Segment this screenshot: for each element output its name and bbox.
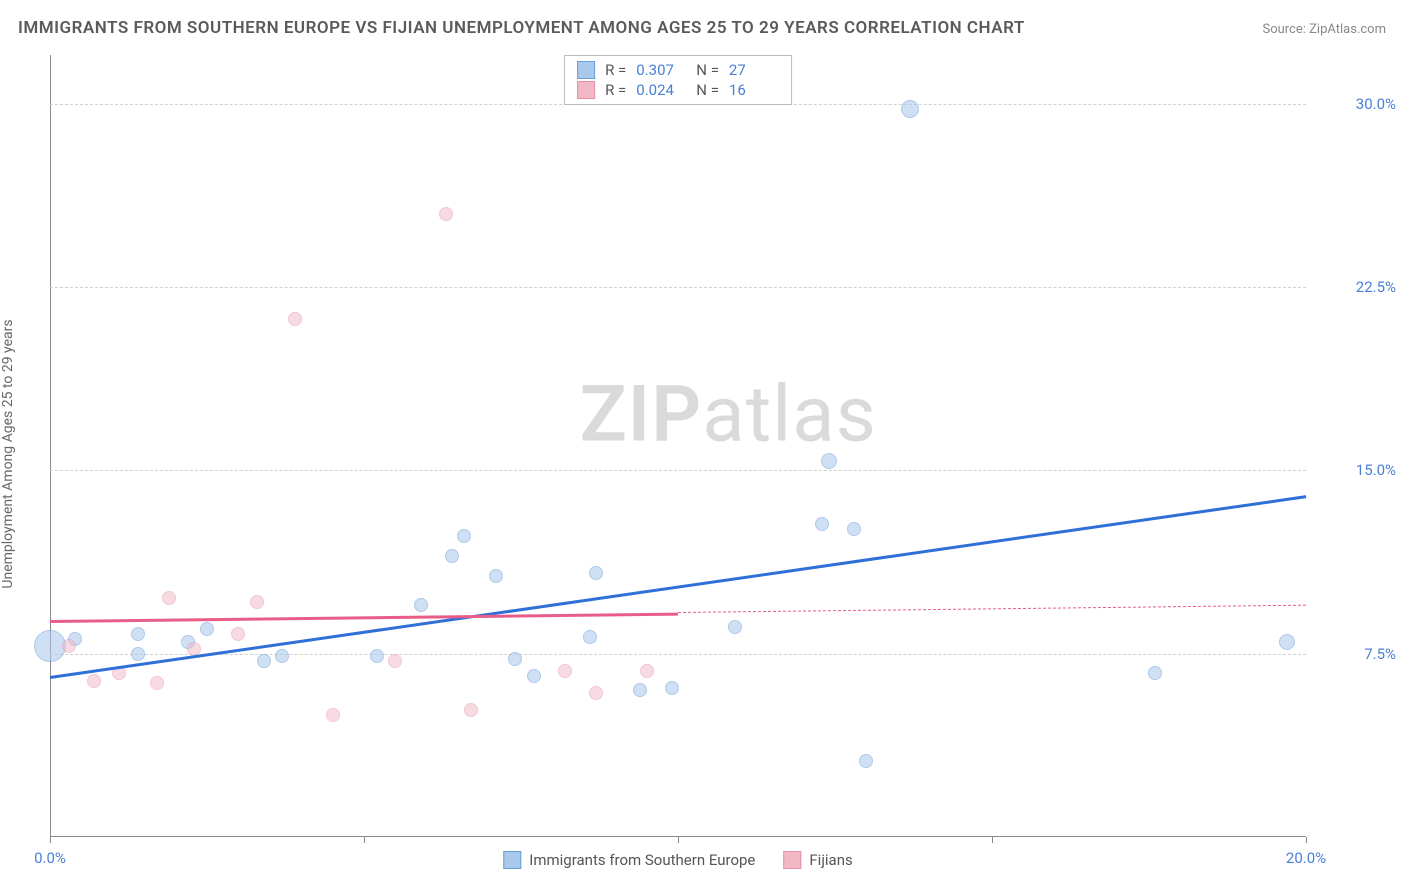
r-label: R = (605, 81, 626, 99)
scatter-point (200, 622, 214, 636)
scatter-point (370, 649, 384, 663)
trend-line-extrapolated (678, 605, 1306, 613)
x-tick (364, 837, 365, 843)
scatter-point (665, 681, 679, 695)
scatter-point (231, 627, 245, 641)
scatter-point (815, 517, 829, 531)
legend-swatch (783, 851, 801, 869)
series-legend-label: Immigrants from Southern Europe (529, 851, 755, 869)
n-label: N = (696, 61, 719, 79)
correlation-legend-row: R = 0.307 N = 27 (577, 60, 779, 80)
legend-swatch (503, 851, 521, 869)
y-tick-label: 15.0% (1356, 461, 1396, 479)
scatter-point (162, 591, 176, 605)
legend-swatch (577, 81, 595, 99)
series-legend: Immigrants from Southern Europe Fijians (503, 851, 852, 869)
scatter-point (388, 654, 402, 668)
n-value: 16 (729, 81, 779, 99)
scatter-point (250, 595, 264, 609)
scatter-point (326, 708, 340, 722)
scatter-point (457, 529, 471, 543)
scatter-point (489, 569, 503, 583)
scatter-point (633, 683, 647, 697)
scatter-point (445, 549, 459, 563)
scatter-point (1148, 666, 1162, 680)
x-tick (992, 837, 993, 843)
chart-title: IMMIGRANTS FROM SOUTHERN EUROPE VS FIJIA… (18, 18, 1025, 38)
plot-area: ZIPatlas 7.5%15.0%22.5%30.0%0.0%20.0%R =… (50, 55, 1306, 837)
series-legend-item: Immigrants from Southern Europe (503, 851, 755, 869)
watermark: ZIPatlas (580, 369, 877, 460)
scatter-point (821, 453, 837, 469)
scatter-point (583, 630, 597, 644)
scatter-point (728, 620, 742, 634)
gridline (50, 470, 1306, 471)
scatter-point (439, 207, 453, 221)
watermark-zip: ZIP (580, 369, 703, 460)
scatter-point (901, 100, 919, 118)
trend-line (50, 495, 1306, 678)
scatter-point (589, 686, 603, 700)
scatter-point (558, 664, 572, 678)
series-legend-item: Fijians (783, 851, 852, 869)
series-legend-label: Fijians (809, 851, 852, 869)
scatter-point (62, 639, 76, 653)
y-tick-label: 30.0% (1356, 95, 1396, 113)
scatter-point (150, 676, 164, 690)
n-value: 27 (729, 61, 779, 79)
scatter-point (414, 598, 428, 612)
y-tick-label: 22.5% (1356, 278, 1396, 296)
scatter-point (589, 566, 603, 580)
y-axis-line (50, 55, 51, 837)
scatter-point (859, 754, 873, 768)
x-tick (1306, 837, 1307, 843)
scatter-point (87, 674, 101, 688)
watermark-atlas: atlas (702, 369, 877, 460)
r-label: R = (605, 61, 626, 79)
scatter-point (131, 647, 145, 661)
scatter-point (131, 627, 145, 641)
scatter-point (508, 652, 522, 666)
scatter-point (288, 312, 302, 326)
x-tick-label: 20.0% (1286, 849, 1326, 867)
correlation-legend: R = 0.307 N = 27 R = 0.024 N = 16 (564, 55, 792, 105)
x-tick-label: 0.0% (34, 849, 66, 867)
chart-container: IMMIGRANTS FROM SOUTHERN EUROPE VS FIJIA… (0, 0, 1406, 892)
r-value: 0.024 (636, 81, 686, 99)
scatter-point (464, 703, 478, 717)
gridline (50, 287, 1306, 288)
scatter-point (640, 664, 654, 678)
scatter-point (257, 654, 271, 668)
x-tick (678, 837, 679, 843)
correlation-legend-row: R = 0.024 N = 16 (577, 80, 779, 100)
r-value: 0.307 (636, 61, 686, 79)
y-axis-label: Unemployment Among Ages 25 to 29 years (0, 319, 16, 588)
source-attribution: Source: ZipAtlas.com (1262, 22, 1386, 37)
gridline (50, 654, 1306, 655)
scatter-point (527, 669, 541, 683)
n-label: N = (696, 81, 719, 99)
scatter-point (847, 522, 861, 536)
scatter-point (275, 649, 289, 663)
trend-line (50, 612, 678, 622)
scatter-point (1279, 634, 1295, 650)
y-tick-label: 7.5% (1364, 645, 1396, 663)
legend-swatch (577, 61, 595, 79)
x-tick (50, 837, 51, 843)
